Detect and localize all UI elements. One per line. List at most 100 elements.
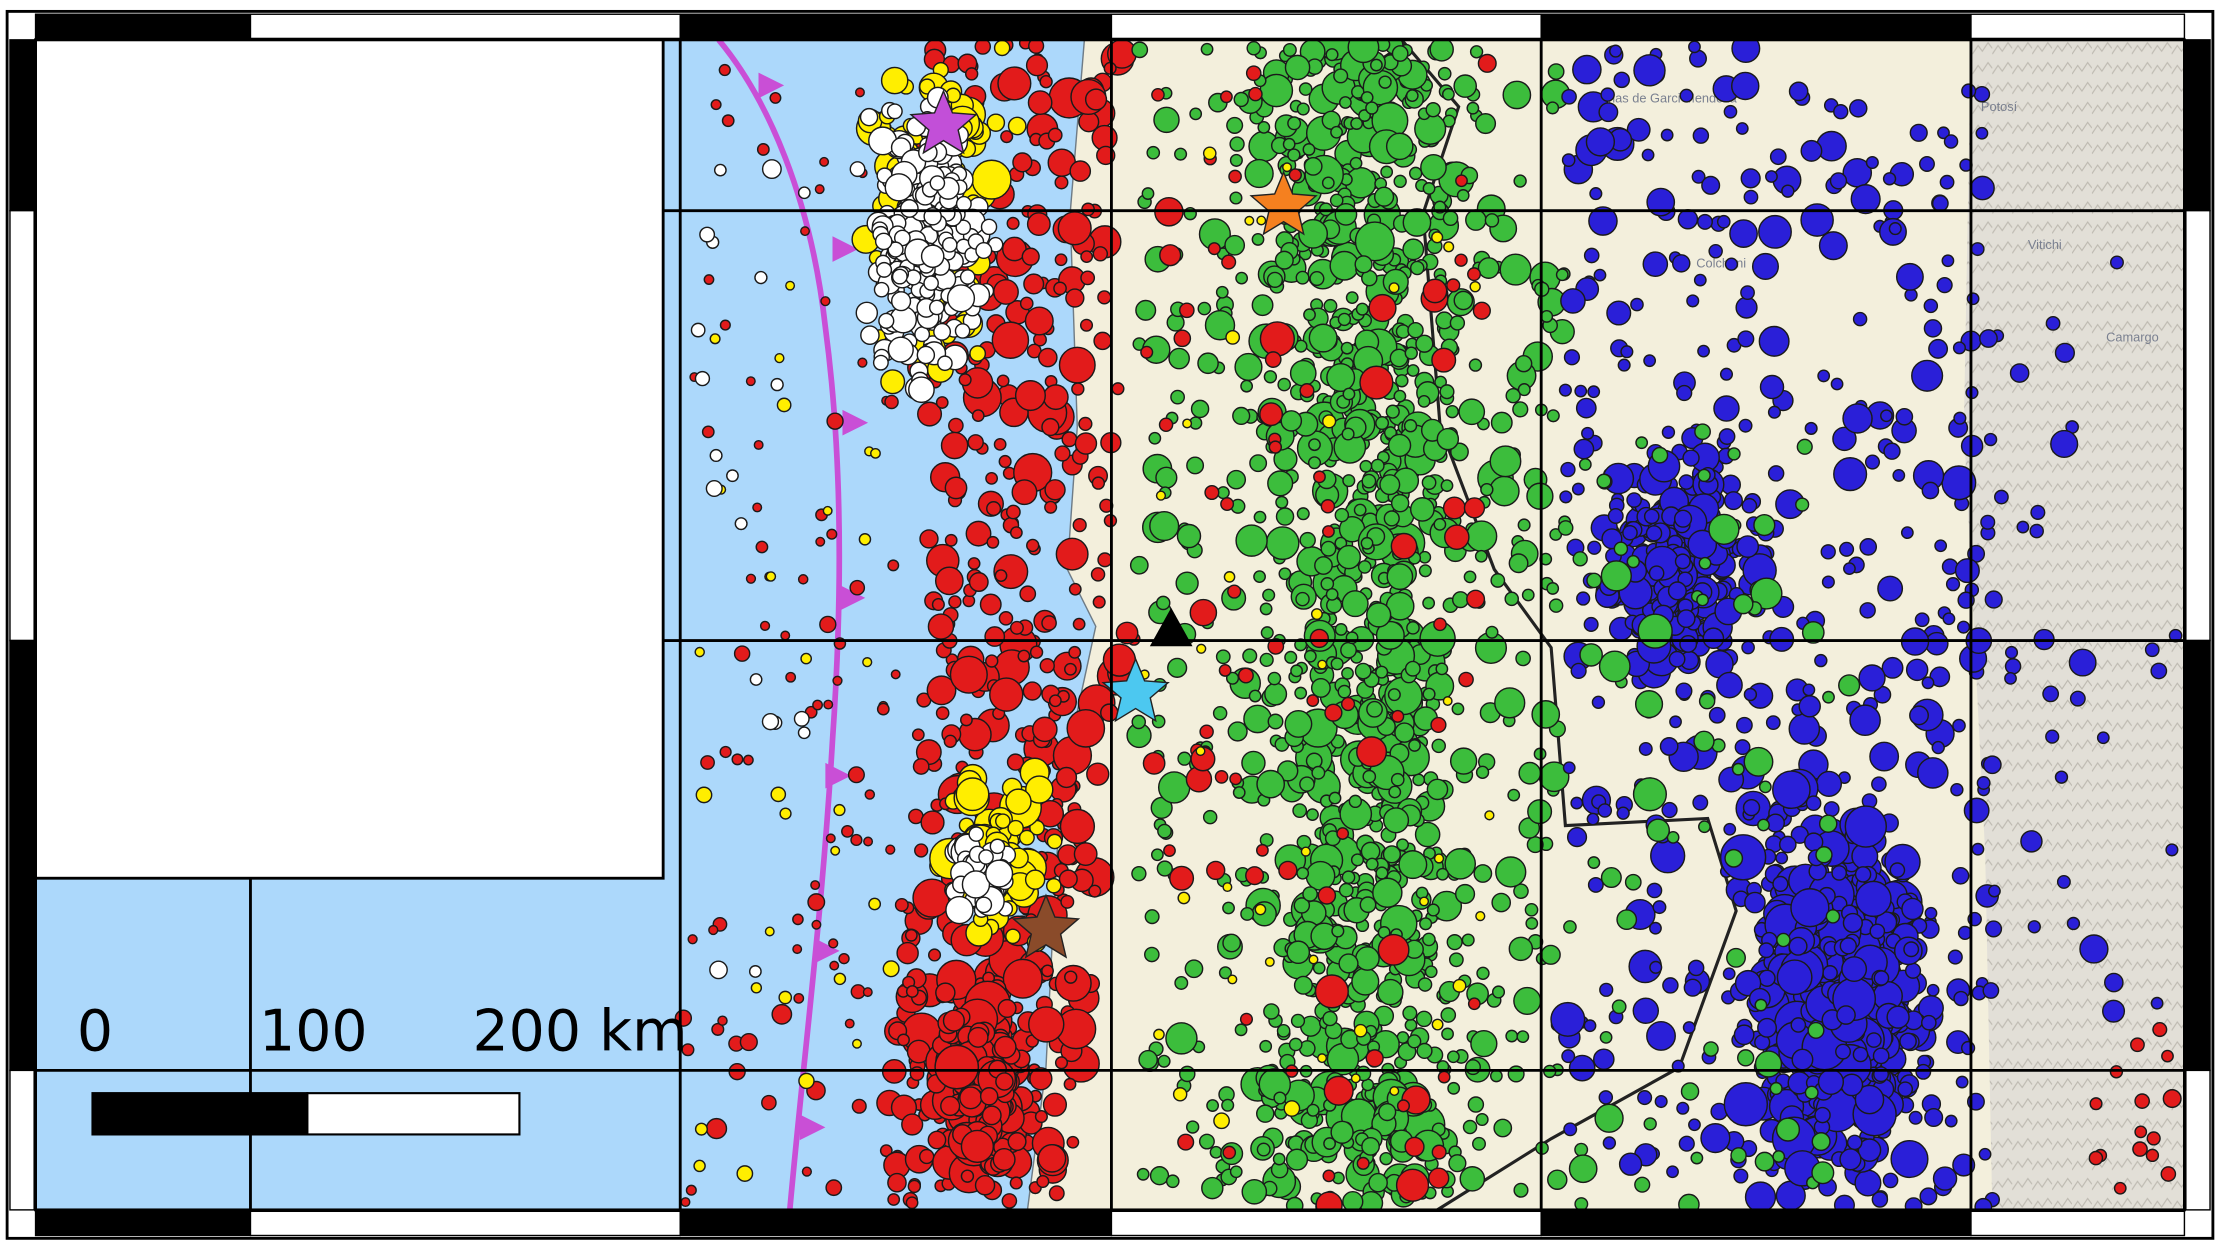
earthquake-event [1811,1161,1835,1185]
earthquake-event [1547,1169,1568,1190]
earthquake-event [1064,970,1078,984]
earthquake-event [1560,461,1576,478]
earthquake-event [1563,920,1577,934]
earthquake-event [1982,982,2000,999]
earthquake-event [1408,739,1421,752]
earthquake-event [1602,1136,1617,1150]
earthquake-event [753,439,764,450]
earthquake-event [979,1087,999,1106]
earthquake-event [1202,809,1218,825]
earthquake-event [1854,866,1872,883]
earthquake-event [1435,662,1449,676]
earthquake-event [955,777,990,812]
earthquake-event [974,1175,996,1196]
earthquake-event [985,859,1014,888]
earthquake-event [2066,916,2081,931]
earthquake-event [793,992,805,1004]
earthquake-event [1836,1005,1856,1025]
earthquake-event [1294,686,1308,700]
earthquake-event [695,786,713,804]
earthquake-event [709,448,723,463]
earthquake-event [1356,736,1388,768]
earthquake-event [1157,1054,1171,1068]
earthquake-event [1461,933,1475,947]
earthquake-event [838,952,850,965]
earthquake-event [1189,107,1203,121]
earthquake-event [1731,71,1760,101]
earthquake-event [1957,925,1973,941]
earthquake-event [1300,846,1311,857]
earthquake-event [1932,1166,1958,1191]
earthquake-event [1080,270,1096,286]
earthquake-event [1908,1110,1923,1125]
earthquake-event [933,322,952,341]
earthquake-event [1558,383,1572,397]
earthquake-event [1508,553,1529,574]
earthquake-event [1287,148,1301,162]
earthquake-event [1469,280,1481,293]
earthquake-event [1944,1114,1958,1128]
earthquake-event [1262,588,1276,602]
earthquake-event [1452,978,1467,993]
earthquake-event [1263,1003,1280,1020]
earthquake-event [1852,311,1868,327]
earthquake-event [1170,389,1185,405]
earthquake-event [771,1003,793,1025]
earthquake-event [1975,126,1989,140]
frame-segment [1110,13,1542,40]
earthquake-event [1724,848,1744,868]
earthquake-event [1883,442,1901,460]
earthquake-event [1093,331,1112,351]
earthquake-event [1353,1023,1368,1038]
earthquake-event [1251,294,1274,317]
earthquake-event [1385,132,1414,161]
earthquake-event [1360,536,1374,550]
earthquake-event [811,919,822,930]
earthquake-event [1201,1176,1224,1200]
earthquake-event [1844,805,1887,848]
earthquake-event [880,369,906,395]
earthquake-event [1592,1048,1615,1071]
earthquake-event [1839,541,1855,557]
earthquake-event [1804,421,1818,435]
earthquake-event [1654,1095,1668,1109]
earthquake-event [1259,602,1273,616]
earthquake-event [1973,85,1991,103]
earthquake-event [1388,785,1402,799]
earthquake-event [1676,384,1693,402]
earthquake-event [1769,1081,1783,1096]
earthquake-event [927,613,955,640]
earthquake-event [1505,388,1521,404]
earthquake-event [1741,640,1755,655]
earthquake-event [1179,302,1195,319]
earthquake-event [742,754,754,766]
earthquake-event [1849,99,1868,118]
earthquake-event [991,321,1030,359]
earthquake-event [726,469,739,483]
earthquake-event [1815,770,1843,797]
earthquake-event [1272,1152,1286,1166]
earthquake-event [1735,296,1758,319]
earthquake-event [986,535,1000,549]
earthquake-event [822,505,833,516]
earthquake-event [1583,1019,1597,1033]
earthquake-event [949,655,988,694]
earthquake-event [826,412,844,430]
earthquake-event [959,269,976,285]
earthquake-event [1649,921,1662,935]
earthquake-event [1256,843,1269,857]
earthquake-event [1572,551,1588,567]
earthquake-event [1041,964,1054,978]
earthquake-event [1375,866,1389,880]
earthquake-event [1675,682,1693,700]
earthquake-event [923,275,939,291]
earthquake-event [1155,595,1171,611]
earthquake-event [2134,1093,2150,1109]
earthquake-event [1599,982,1614,997]
earthquake-event [1694,423,1711,441]
earthquake-event [1386,563,1414,590]
earthquake-event [1772,770,1811,810]
earthquake-event [1330,657,1344,671]
earthquake-event [1338,96,1352,109]
earthquake-event [1017,649,1031,663]
